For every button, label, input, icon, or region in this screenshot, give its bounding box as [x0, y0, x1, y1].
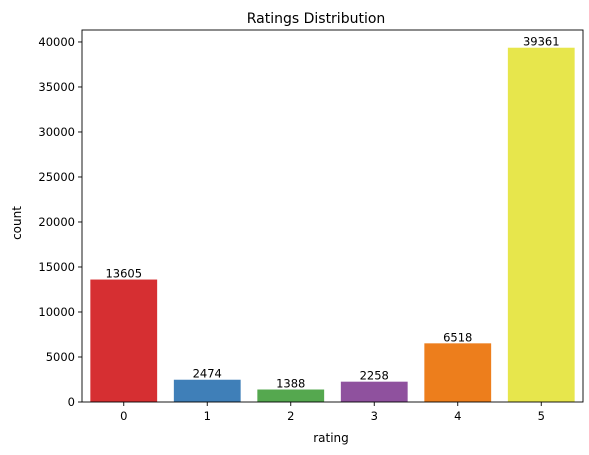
y-tick-label: 0: [68, 395, 75, 409]
y-tick-label: 10000: [38, 305, 75, 319]
bars-group: [90, 47, 575, 403]
data-label-rating-3: 2258: [360, 369, 389, 383]
data-label-rating-1: 2474: [193, 367, 222, 381]
x-tick-label: 5: [538, 409, 545, 423]
y-tick-label: 5000: [46, 350, 75, 364]
bar-rating-3: [340, 381, 408, 402]
bar-rating-2: [257, 389, 325, 402]
y-tick-label: 40000: [38, 35, 75, 49]
plot-frame: [81, 29, 584, 403]
data-labels-group: 13605 2474 1388 2258 6518 39361: [105, 35, 559, 391]
y-tick-label: 15000: [38, 260, 75, 274]
x-tick-label: 1: [204, 409, 211, 423]
x-tick-label: 2: [287, 409, 294, 423]
y-tick-label: 20000: [38, 215, 75, 229]
bar-rating-0: [90, 279, 158, 402]
x-tick-label: 4: [454, 409, 461, 423]
data-label-rating-2: 1388: [276, 377, 305, 391]
y-tick-label: 30000: [38, 125, 75, 139]
x-tick-label: 3: [371, 409, 378, 423]
bar-rating-1: [173, 379, 241, 402]
x-axis-ticks: 0 1 2 3 4 5: [120, 402, 545, 423]
data-label-rating-0: 13605: [105, 267, 142, 281]
bar-rating-4: [424, 343, 492, 402]
bar-rating-5: [507, 47, 575, 403]
x-axis-label: rating: [313, 431, 349, 445]
x-tick-label: 0: [120, 409, 127, 423]
chart-title: Ratings Distribution: [247, 11, 386, 27]
data-label-rating-5: 39361: [523, 35, 560, 49]
y-tick-label: 35000: [38, 80, 75, 94]
y-tick-label: 25000: [38, 170, 75, 184]
y-axis-label: count: [10, 206, 24, 240]
data-label-rating-4: 6518: [443, 330, 472, 344]
y-axis-ticks: 0 5000 10000 15000 20000 25000 30000 35000 40000: [38, 35, 82, 409]
